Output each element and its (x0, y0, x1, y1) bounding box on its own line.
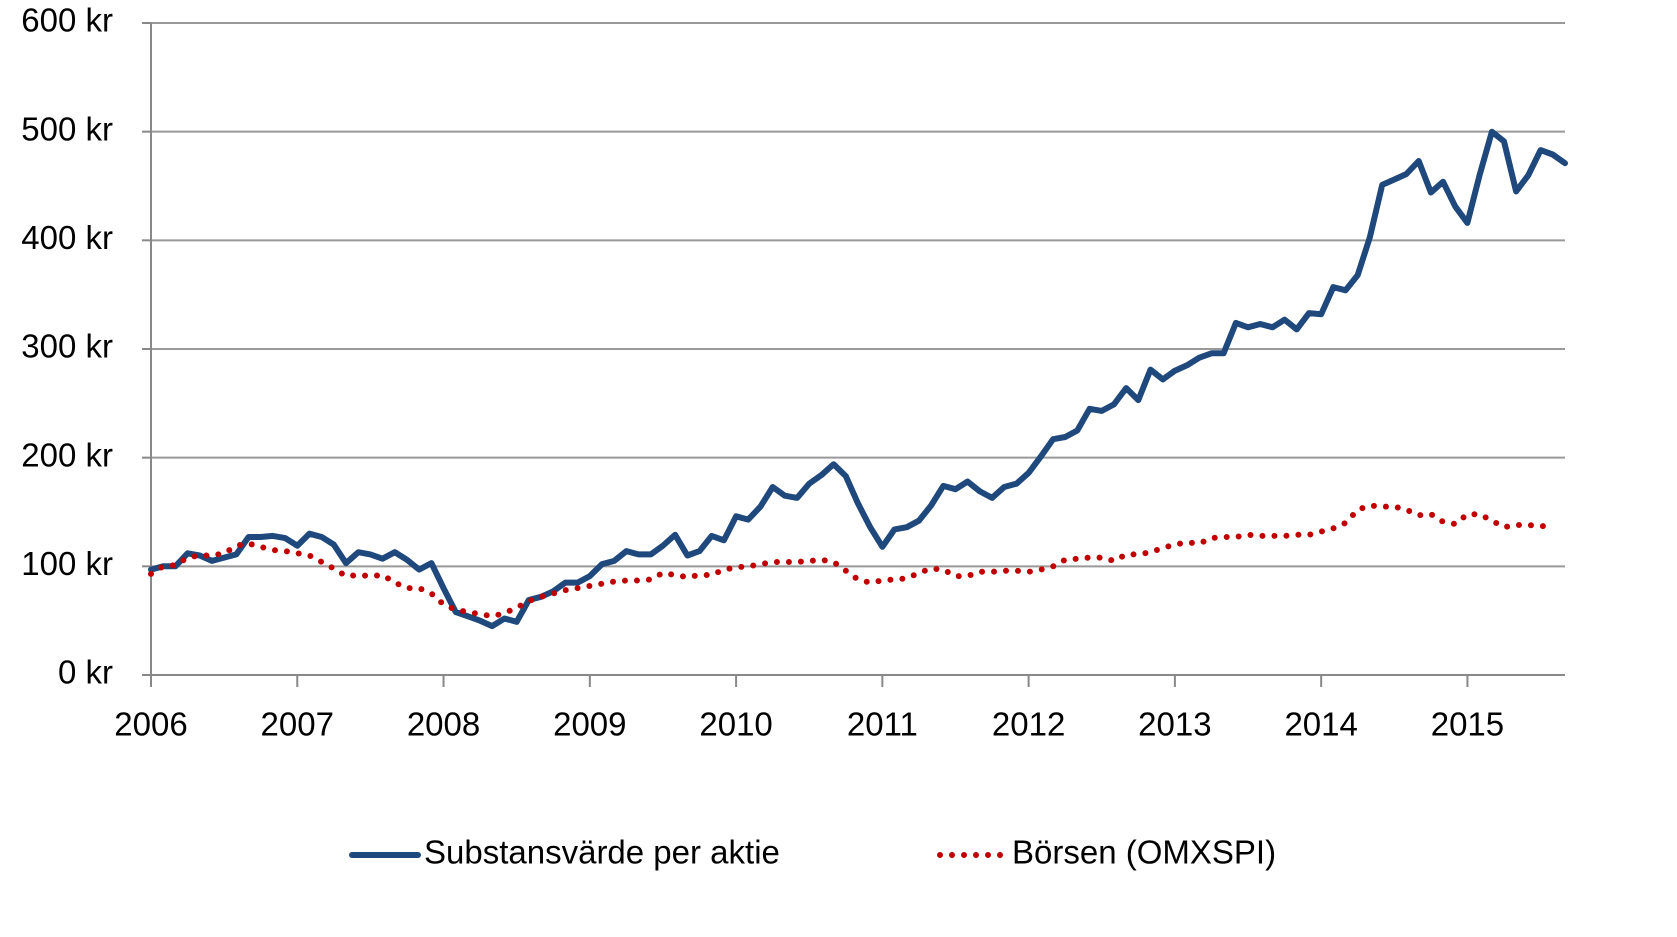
y-tick-label: 300 kr (21, 328, 113, 365)
x-tick-label: 2010 (699, 706, 772, 743)
y-tick-label: 500 kr (21, 110, 113, 147)
series-line (148, 128, 1568, 630)
y-tick-label: 400 kr (21, 219, 113, 256)
x-tick-label: 2013 (1138, 706, 1211, 743)
series-line (148, 502, 1556, 620)
x-tick-label: 2009 (553, 706, 626, 743)
x-tick-label: 2011 (847, 706, 918, 743)
y-tick-label: 200 kr (21, 436, 113, 473)
x-tick-label: 2014 (1284, 706, 1357, 743)
y-tick-label: 0 kr (58, 654, 113, 691)
x-tick-label: 2006 (114, 706, 187, 743)
x-tick-label: 2015 (1431, 706, 1504, 743)
x-tick-label: 2012 (992, 706, 1065, 743)
y-tick-label: 600 kr (21, 2, 113, 39)
legend-label: Börsen (OMXSPI) (1012, 834, 1276, 871)
y-tick-label: 100 kr (21, 545, 113, 582)
x-tick-label: 2007 (261, 706, 334, 743)
legend-label: Substansvärde per aktie (424, 834, 780, 871)
x-tick-label: 2008 (407, 706, 480, 743)
